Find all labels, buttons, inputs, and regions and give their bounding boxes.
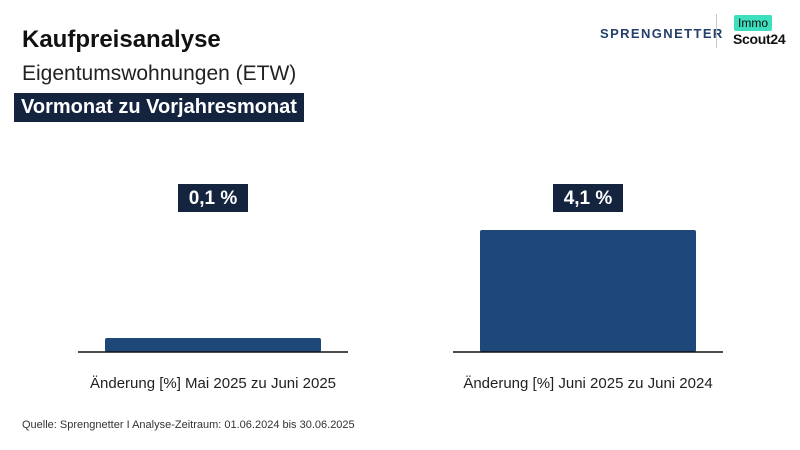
comparison-tag: Vormonat zu Vorjahresmonat: [14, 93, 304, 122]
scout24-logo: Scout24: [733, 31, 786, 47]
page-subtitle: Eigentumswohnungen (ETW): [22, 62, 297, 85]
bar-1: [480, 230, 696, 352]
value-label-0: 0,1 %: [189, 188, 238, 209]
immo-badge: Immo: [734, 15, 772, 31]
sprengnetter-logo: SPRENGNETTER: [600, 26, 724, 41]
logo-divider: [716, 14, 717, 48]
page-title: Kaufpreisanalyse: [22, 26, 221, 53]
value-label-box-1: [553, 184, 623, 212]
value-label-box-0: [178, 184, 248, 212]
value-label-1: 4,1 %: [564, 188, 613, 209]
source-note: Quelle: Sprengnetter I Analyse-Zeitraum:…: [22, 419, 355, 431]
bar-0: [105, 338, 321, 352]
category-label-0: Änderung [%] Mai 2025 zu Juni 2025: [90, 375, 336, 392]
category-label-1: Änderung [%] Juni 2025 zu Juni 2024: [463, 375, 712, 392]
